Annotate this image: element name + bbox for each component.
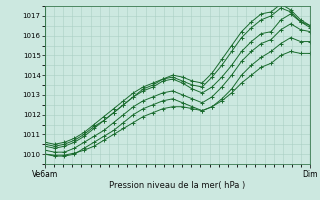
- X-axis label: Pression niveau de la mer( hPa ): Pression niveau de la mer( hPa ): [109, 181, 246, 190]
